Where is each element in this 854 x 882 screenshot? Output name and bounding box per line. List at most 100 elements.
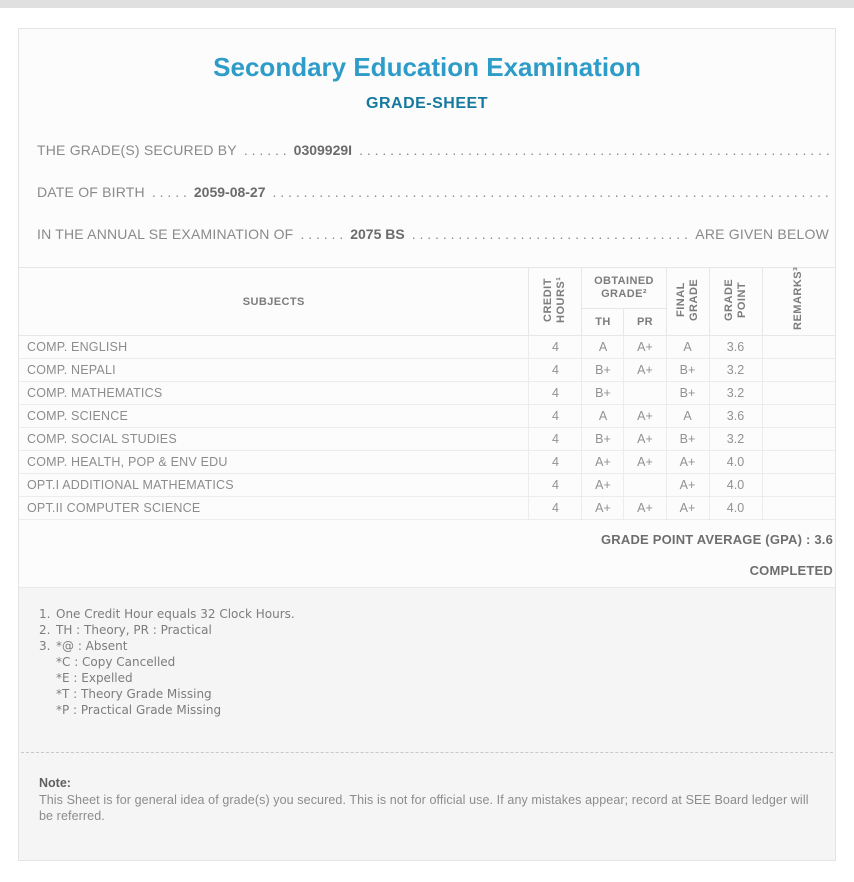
cell-subject: OPT.II COMPUTER SCIENCE bbox=[19, 496, 529, 520]
column-header-grade-point: GRADE POINT bbox=[708, 267, 762, 336]
cell-remarks bbox=[761, 404, 835, 428]
final-grade-vertical-label: FINAL GRADE bbox=[674, 278, 700, 322]
footnote-line: *P : Practical Grade Missing bbox=[39, 702, 815, 718]
cell-th-grade: A+ bbox=[581, 450, 624, 474]
dot-leader: . . . . . bbox=[151, 184, 187, 200]
cell-remarks bbox=[761, 427, 835, 451]
cell-th-grade: A bbox=[581, 335, 624, 359]
cell-subject: OPT.I ADDITIONAL MATHEMATICS bbox=[19, 473, 529, 497]
cell-remarks bbox=[761, 381, 835, 405]
examination-year-line: IN THE ANNUAL SE EXAMINATION OF . . . . … bbox=[19, 213, 835, 255]
cell-th-grade: A+ bbox=[581, 473, 624, 497]
cell-final-grade: A+ bbox=[665, 473, 709, 497]
table-row: COMP. SCIENCE 4 A A+ A 3.6 bbox=[19, 404, 835, 428]
footnote-text: One Credit Hour equals 32 Clock Hours. bbox=[56, 607, 295, 621]
cell-th-grade: B+ bbox=[581, 358, 624, 382]
table-row: COMP. HEALTH, POP & ENV EDU 4 A+ A+ A+ 4.0 bbox=[19, 450, 835, 474]
cell-subject: COMP. MATHEMATICS bbox=[19, 381, 529, 405]
footnote-number: 1. bbox=[39, 607, 51, 621]
cell-th-grade: B+ bbox=[581, 427, 624, 451]
cell-subject: COMP. SCIENCE bbox=[19, 404, 529, 428]
top-strip bbox=[0, 0, 854, 8]
table-row: COMP. MATHEMATICS 4 B+ B+ 3.2 bbox=[19, 381, 835, 405]
cell-subject: COMP. SOCIAL STUDIES bbox=[19, 427, 529, 451]
remarks-vertical-label: REMARKS³ bbox=[792, 266, 805, 330]
symbol-number-value: 0309929I bbox=[293, 142, 353, 158]
completed-status: COMPLETED bbox=[749, 563, 833, 578]
dot-leader: . . . . . . . . . . . . . . . . . . . . … bbox=[411, 226, 689, 242]
footnote-number bbox=[39, 702, 56, 718]
secured-by-label: THE GRADE(S) SECURED BY bbox=[37, 142, 237, 158]
dot-leader: . . . . . . . . . . . . . . . . . . . . … bbox=[359, 142, 829, 158]
cell-grade-point: 3.2 bbox=[708, 358, 762, 382]
cell-credit-hours: 4 bbox=[528, 450, 582, 474]
footnote-line: *T : Theory Grade Missing bbox=[39, 686, 815, 702]
footnote-text: TH : Theory, PR : Practical bbox=[56, 623, 212, 637]
are-given-below-label: ARE GIVEN BELOW bbox=[695, 226, 829, 242]
cell-pr-grade: A+ bbox=[623, 450, 666, 474]
cell-remarks bbox=[761, 473, 835, 497]
cell-subject: COMP. ENGLISH bbox=[19, 335, 529, 359]
cell-credit-hours: 4 bbox=[528, 496, 582, 520]
cell-pr-grade bbox=[623, 473, 666, 497]
column-header-final-grade: FINAL GRADE bbox=[665, 267, 709, 336]
column-header-remarks: REMARKS³ bbox=[761, 266, 835, 336]
dot-leader: . . . . . . bbox=[300, 226, 344, 242]
table-row: COMP. NEPALI 4 B+ A+ B+ 3.2 bbox=[19, 358, 835, 382]
examination-year-value: 2075 BS bbox=[350, 226, 405, 242]
footnote-line: *C : Copy Cancelled bbox=[39, 654, 815, 670]
dashed-divider bbox=[21, 752, 833, 753]
date-of-birth-label: DATE OF BIRTH bbox=[37, 184, 145, 200]
cell-remarks bbox=[761, 358, 835, 382]
table-row: COMP. SOCIAL STUDIES 4 B+ A+ B+ 3.2 bbox=[19, 427, 835, 451]
footnote-line: *E : Expelled bbox=[39, 670, 815, 686]
dot-leader: . . . . . . . . . . . . . . . . . . . . … bbox=[272, 184, 829, 200]
cell-th-grade: B+ bbox=[581, 381, 624, 405]
footnote-text: *P : Practical Grade Missing bbox=[56, 703, 222, 717]
cell-final-grade: A bbox=[665, 404, 709, 428]
footer-section: 1. One Credit Hour equals 32 Clock Hours.… bbox=[19, 587, 835, 860]
footnote-number bbox=[39, 670, 56, 686]
footnote-number: 2. bbox=[39, 623, 51, 637]
column-header-th: TH bbox=[581, 308, 624, 336]
cell-subject: COMP. HEALTH, POP & ENV EDU bbox=[19, 450, 529, 474]
footnote-number: 3. bbox=[39, 639, 51, 653]
cell-final-grade: B+ bbox=[665, 381, 709, 405]
cell-remarks bbox=[761, 496, 835, 520]
page-subtitle: GRADE-SHEET bbox=[366, 95, 488, 112]
gpa-value: 3.6 bbox=[814, 532, 833, 547]
cell-pr-grade: A+ bbox=[623, 496, 666, 520]
cell-final-grade: B+ bbox=[665, 427, 709, 451]
table-row: COMP. ENGLISH 4 A A+ A 3.6 bbox=[19, 335, 835, 359]
cell-pr-grade: A+ bbox=[623, 335, 666, 359]
candidate-info: THE GRADE(S) SECURED BY . . . . . . 0309… bbox=[19, 129, 835, 255]
cell-th-grade: A+ bbox=[581, 496, 624, 520]
grade-point-vertical-label: GRADE POINT bbox=[722, 278, 748, 322]
cell-final-grade: A+ bbox=[665, 450, 709, 474]
footnote-line: 3. *@ : Absent bbox=[39, 638, 815, 654]
footnote-text: *T : Theory Grade Missing bbox=[56, 687, 212, 701]
grades-table-header: SUBJECTS CREDIT HOURS¹ OBTAINED GRADE² F… bbox=[19, 266, 835, 336]
cell-final-grade: A+ bbox=[665, 496, 709, 520]
footnote-number bbox=[39, 654, 56, 670]
column-header-subjects: SUBJECTS bbox=[19, 267, 529, 336]
cell-grade-point: 3.2 bbox=[708, 381, 762, 405]
cell-remarks bbox=[761, 335, 835, 359]
cell-credit-hours: 4 bbox=[528, 404, 582, 428]
cell-grade-point: 3.6 bbox=[708, 404, 762, 428]
examination-year-label: IN THE ANNUAL SE EXAMINATION OF bbox=[37, 226, 294, 242]
footnotes-list: 1. One Credit Hour equals 32 Clock Hours.… bbox=[19, 606, 835, 718]
cell-final-grade: A bbox=[665, 335, 709, 359]
cell-final-grade: B+ bbox=[665, 358, 709, 382]
cell-credit-hours: 4 bbox=[528, 381, 582, 405]
cell-credit-hours: 4 bbox=[528, 335, 582, 359]
footnote-line: 2. TH : Theory, PR : Practical bbox=[39, 622, 815, 638]
cell-pr-grade bbox=[623, 381, 666, 405]
cell-pr-grade: A+ bbox=[623, 358, 666, 382]
credit-hours-vertical-label: CREDIT HOURS¹ bbox=[542, 276, 568, 324]
footnote-text: *E : Expelled bbox=[56, 671, 133, 685]
secured-by-line: THE GRADE(S) SECURED BY . . . . . . 0309… bbox=[19, 129, 835, 171]
column-header-pr: PR bbox=[623, 308, 666, 336]
cell-th-grade: A bbox=[581, 404, 624, 428]
table-row: OPT.II COMPUTER SCIENCE 4 A+ A+ A+ 4.0 bbox=[19, 496, 835, 520]
